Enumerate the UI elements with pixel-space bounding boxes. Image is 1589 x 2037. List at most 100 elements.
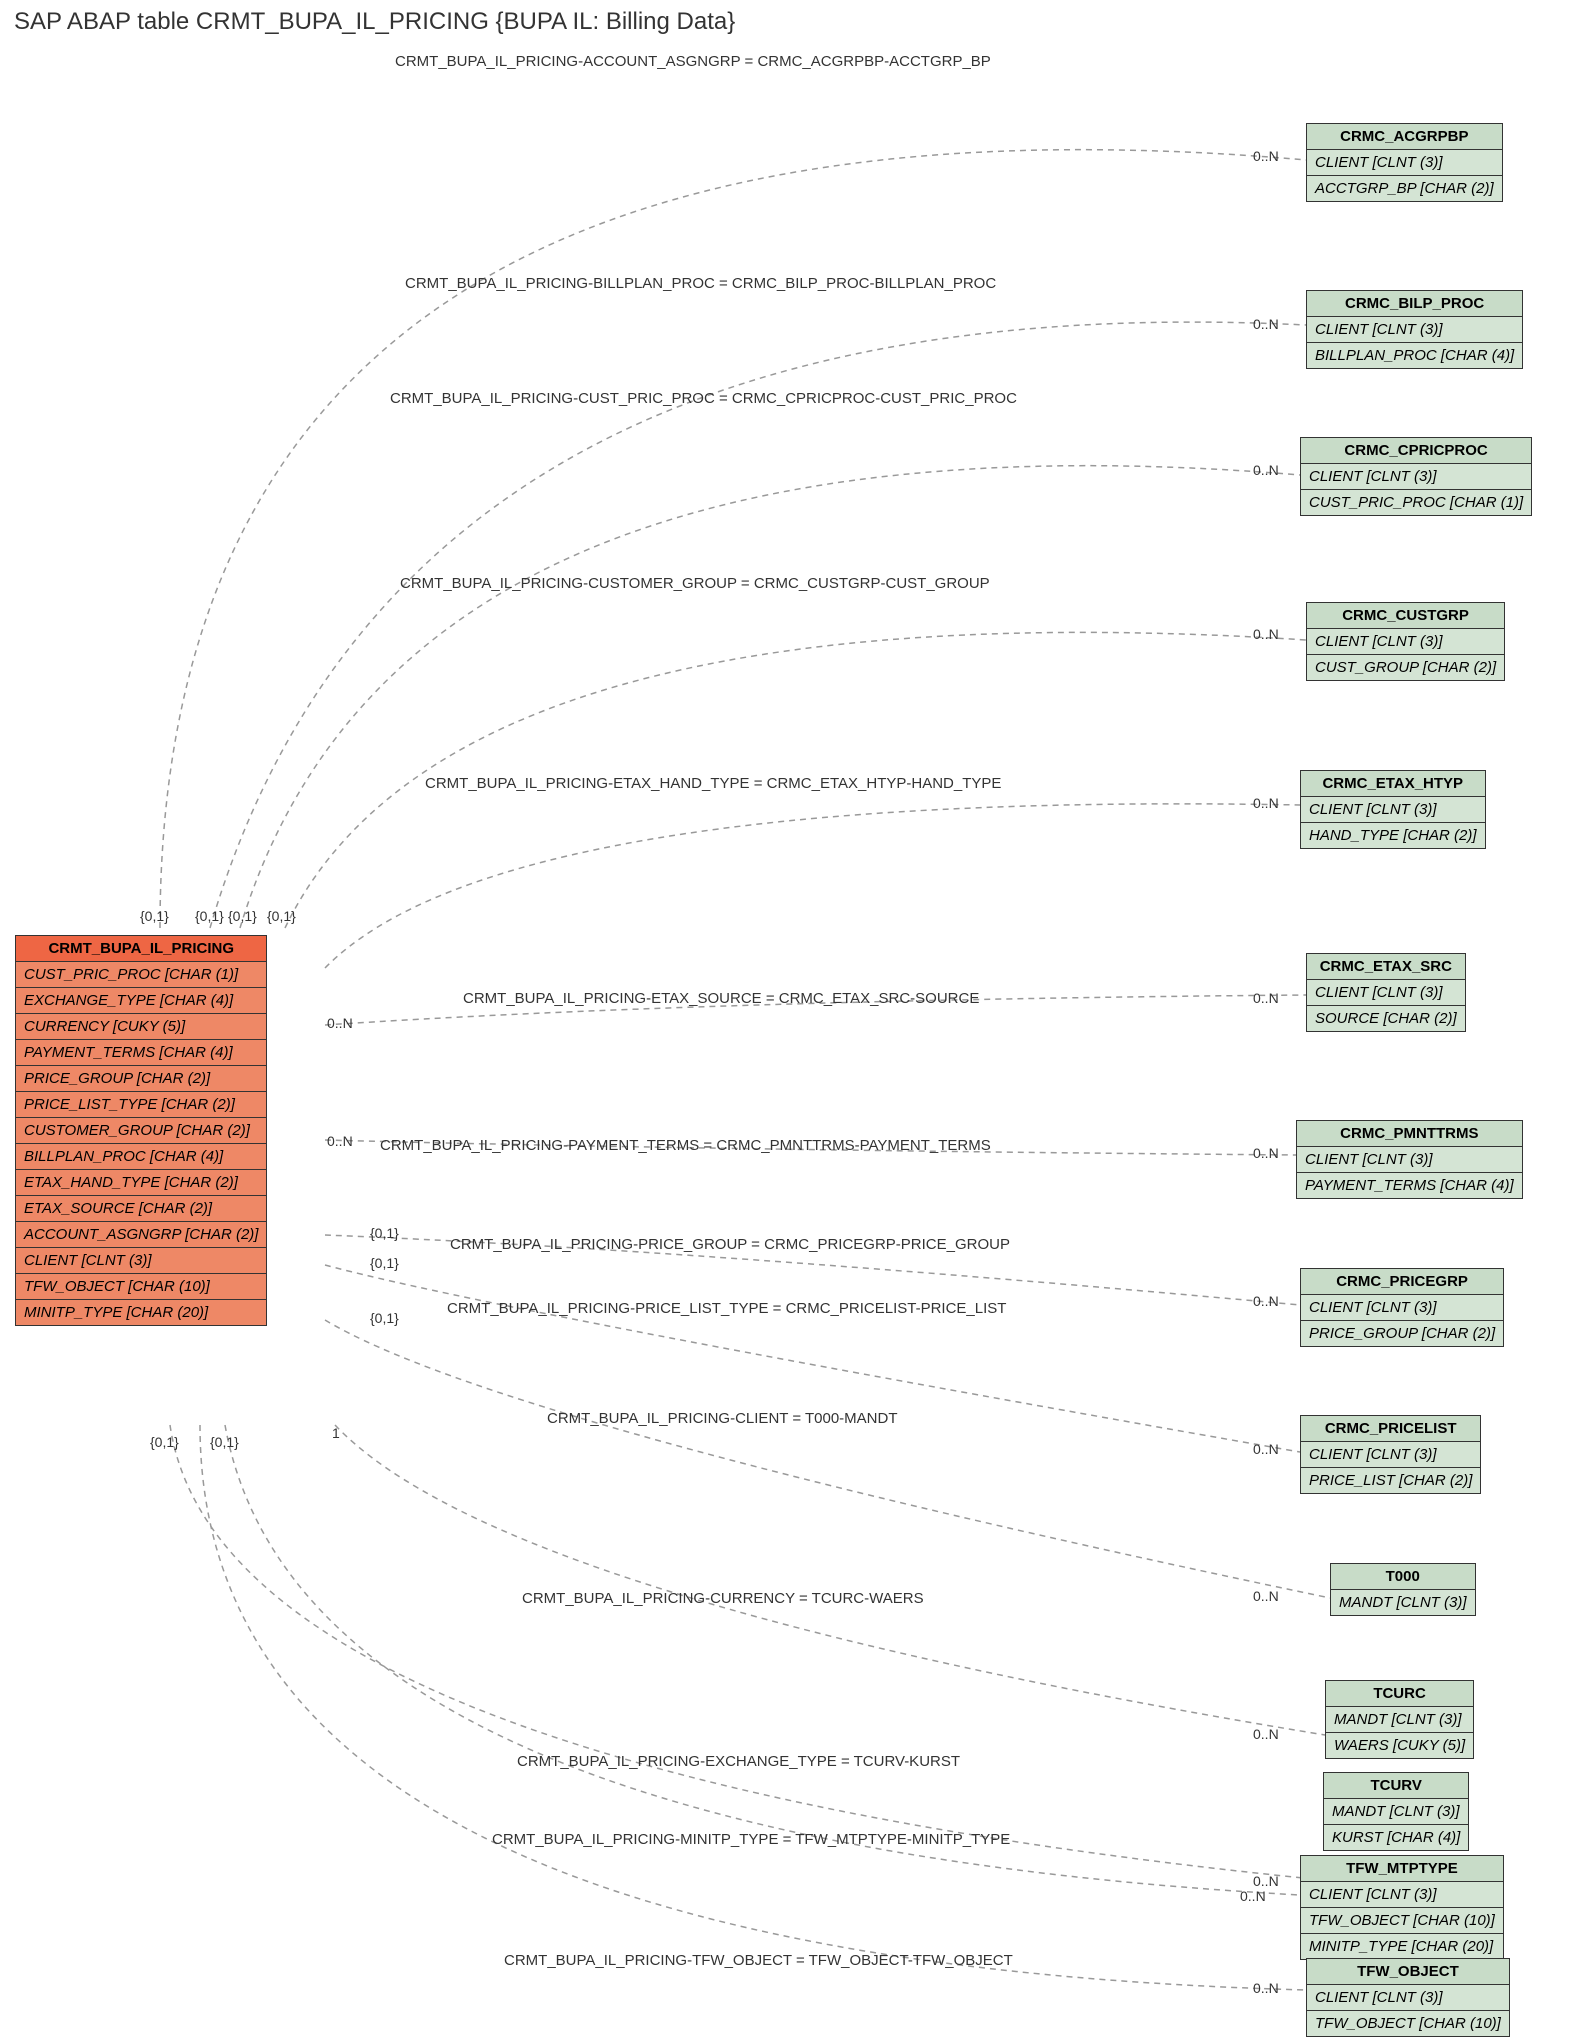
cardinality-left: {0,1}: [370, 1310, 399, 1326]
ref-entity-header: CRMC_BILP_PROC: [1307, 291, 1523, 317]
ref-entity-field: CLIENT [CLNT (3)]: [1307, 629, 1505, 655]
ref-entity-header: CRMC_PRICEGRP: [1301, 1269, 1504, 1295]
relationship-label: CRMT_BUPA_IL_PRICING-CURRENCY = TCURC-WA…: [522, 1590, 924, 1607]
ref-entity-table: CRMC_ACGRPBPCLIENT [CLNT (3)]ACCTGRP_BP …: [1306, 123, 1503, 202]
ref-entity-field: KURST [CHAR (4)]: [1324, 1825, 1469, 1851]
ref-entity-table: CRMC_ETAX_HTYPCLIENT [CLNT (3)]HAND_TYPE…: [1300, 770, 1486, 849]
cardinality-right: 0..N: [1253, 1726, 1279, 1742]
cardinality-right: 0..N: [1253, 1293, 1279, 1309]
cardinality-left: {0,1}: [210, 1434, 239, 1450]
ref-entity-field: CLIENT [CLNT (3)]: [1301, 797, 1486, 823]
ref-entity-field: CLIENT [CLNT (3)]: [1301, 1882, 1504, 1908]
ref-entity-table: TCURCMANDT [CLNT (3)]WAERS [CUKY (5)]: [1325, 1680, 1474, 1759]
ref-entity-field: CLIENT [CLNT (3)]: [1307, 150, 1503, 176]
cardinality-right: 0..N: [1253, 1873, 1279, 1889]
relationship-label: CRMT_BUPA_IL_PRICING-PRICE_LIST_TYPE = C…: [447, 1300, 1006, 1317]
ref-entity-header: CRMC_PMNTTRMS: [1297, 1121, 1523, 1147]
relationship-label: CRMT_BUPA_IL_PRICING-PAYMENT_TERMS = CRM…: [380, 1137, 991, 1154]
ref-entity-field: MANDT [CLNT (3)]: [1326, 1707, 1474, 1733]
ref-entity-table: CRMC_CPRICPROCCLIENT [CLNT (3)]CUST_PRIC…: [1300, 437, 1532, 516]
relationship-label: CRMT_BUPA_IL_PRICING-PRICE_GROUP = CRMC_…: [450, 1236, 1010, 1253]
cardinality-left: {0,1}: [267, 908, 296, 924]
main-entity-field: ETAX_SOURCE [CHAR (2)]: [16, 1196, 267, 1222]
main-entity-field: ACCOUNT_ASGNGRP [CHAR (2)]: [16, 1222, 267, 1248]
cardinality-right: 0..N: [1253, 1980, 1279, 1996]
ref-entity-field: CLIENT [CLNT (3)]: [1301, 1442, 1481, 1468]
cardinality-right: 0..N: [1253, 990, 1279, 1006]
cardinality-left: {0,1}: [195, 908, 224, 924]
main-entity-field: BILLPLAN_PROC [CHAR (4)]: [16, 1144, 267, 1170]
relationship-label: CRMT_BUPA_IL_PRICING-ETAX_HAND_TYPE = CR…: [425, 775, 1001, 792]
relationship-label: CRMT_BUPA_IL_PRICING-ACCOUNT_ASGNGRP = C…: [395, 53, 991, 70]
relationship-label: CRMT_BUPA_IL_PRICING-CUST_PRIC_PROC = CR…: [390, 390, 1017, 407]
relationship-label: CRMT_BUPA_IL_PRICING-EXCHANGE_TYPE = TCU…: [517, 1753, 960, 1770]
ref-entity-field: PRICE_GROUP [CHAR (2)]: [1301, 1321, 1504, 1347]
main-entity-field: CLIENT [CLNT (3)]: [16, 1248, 267, 1274]
ref-entity-field: CLIENT [CLNT (3)]: [1297, 1147, 1523, 1173]
main-entity-field: CUST_PRIC_PROC [CHAR (1)]: [16, 962, 267, 988]
ref-entity-field: HAND_TYPE [CHAR (2)]: [1301, 823, 1486, 849]
relationship-label: CRMT_BUPA_IL_PRICING-ETAX_SOURCE = CRMC_…: [463, 990, 979, 1007]
relationship-label: CRMT_BUPA_IL_PRICING-CLIENT = T000-MANDT: [547, 1410, 898, 1427]
ref-entity-field: MANDT [CLNT (3)]: [1331, 1590, 1476, 1616]
ref-entity-header: TFW_OBJECT: [1307, 1959, 1510, 1985]
ref-entity-field: WAERS [CUKY (5)]: [1326, 1733, 1474, 1759]
main-entity-field: MINITP_TYPE [CHAR (20)]: [16, 1300, 267, 1326]
ref-entity-table: TFW_MTPTYPECLIENT [CLNT (3)]TFW_OBJECT […: [1300, 1855, 1504, 1960]
main-entity-field: CUSTOMER_GROUP [CHAR (2)]: [16, 1118, 267, 1144]
ref-entity-header: CRMC_ETAX_SRC: [1307, 954, 1466, 980]
ref-entity-field: MINITP_TYPE [CHAR (20)]: [1301, 1934, 1504, 1960]
ref-entity-field: TFW_OBJECT [CHAR (10)]: [1301, 1908, 1504, 1934]
relationship-label: CRMT_BUPA_IL_PRICING-MINITP_TYPE = TFW_M…: [492, 1831, 1010, 1848]
main-entity-field: ETAX_HAND_TYPE [CHAR (2)]: [16, 1170, 267, 1196]
cardinality-right: 0..N: [1253, 148, 1279, 164]
ref-entity-table: CRMC_CUSTGRPCLIENT [CLNT (3)]CUST_GROUP …: [1306, 602, 1505, 681]
main-entity-table: CRMT_BUPA_IL_PRICINGCUST_PRIC_PROC [CHAR…: [15, 935, 267, 1326]
cardinality-left: 1: [332, 1425, 340, 1441]
cardinality-left: {0,1}: [370, 1225, 399, 1241]
ref-entity-field: MANDT [CLNT (3)]: [1324, 1799, 1469, 1825]
ref-entity-table: CRMC_ETAX_SRCCLIENT [CLNT (3)]SOURCE [CH…: [1306, 953, 1466, 1032]
relationship-label: CRMT_BUPA_IL_PRICING-TFW_OBJECT = TFW_OB…: [504, 1952, 1013, 1969]
cardinality-right: 0..N: [1253, 1588, 1279, 1604]
ref-entity-field: CLIENT [CLNT (3)]: [1307, 980, 1466, 1006]
main-entity-field: PAYMENT_TERMS [CHAR (4)]: [16, 1040, 267, 1066]
main-entity-field: TFW_OBJECT [CHAR (10)]: [16, 1274, 267, 1300]
ref-entity-table: T000MANDT [CLNT (3)]: [1330, 1563, 1476, 1616]
main-entity-field: PRICE_GROUP [CHAR (2)]: [16, 1066, 267, 1092]
ref-entity-table: CRMC_BILP_PROCCLIENT [CLNT (3)]BILLPLAN_…: [1306, 290, 1523, 369]
ref-entity-field: CUST_PRIC_PROC [CHAR (1)]: [1301, 490, 1532, 516]
ref-entity-table: CRMC_PRICEGRPCLIENT [CLNT (3)]PRICE_GROU…: [1300, 1268, 1504, 1347]
relationship-label: CRMT_BUPA_IL_PRICING-CUSTOMER_GROUP = CR…: [400, 575, 990, 592]
ref-entity-field: TFW_OBJECT [CHAR (10)]: [1307, 2011, 1510, 2037]
cardinality-right: 0..N: [1253, 1441, 1279, 1457]
main-entity-field: EXCHANGE_TYPE [CHAR (4)]: [16, 988, 267, 1014]
main-entity-header: CRMT_BUPA_IL_PRICING: [16, 936, 267, 962]
diagram-title: SAP ABAP table CRMT_BUPA_IL_PRICING {BUP…: [14, 8, 735, 36]
main-entity-field: PRICE_LIST_TYPE [CHAR (2)]: [16, 1092, 267, 1118]
ref-entity-field: CLIENT [CLNT (3)]: [1307, 1985, 1510, 2011]
ref-entity-table: CRMC_PRICELISTCLIENT [CLNT (3)]PRICE_LIS…: [1300, 1415, 1481, 1494]
cardinality-right: 0..N: [1253, 626, 1279, 642]
ref-entity-table: TFW_OBJECTCLIENT [CLNT (3)]TFW_OBJECT [C…: [1306, 1958, 1510, 2037]
ref-entity-header: CRMC_PRICELIST: [1301, 1416, 1481, 1442]
cardinality-left: 0..N: [327, 1133, 353, 1149]
ref-entity-header: CRMC_ETAX_HTYP: [1301, 771, 1486, 797]
ref-entity-header: TCURC: [1326, 1681, 1474, 1707]
ref-entity-field: SOURCE [CHAR (2)]: [1307, 1006, 1466, 1032]
ref-entity-field: CLIENT [CLNT (3)]: [1301, 464, 1532, 490]
cardinality-left: {0,1}: [150, 1434, 179, 1450]
cardinality-right: 0..N: [1253, 795, 1279, 811]
cardinality-right: 0..N: [1253, 1145, 1279, 1161]
ref-entity-field: BILLPLAN_PROC [CHAR (4)]: [1307, 343, 1523, 369]
cardinality-right: 0..N: [1253, 316, 1279, 332]
ref-entity-table: CRMC_PMNTTRMSCLIENT [CLNT (3)]PAYMENT_TE…: [1296, 1120, 1523, 1199]
ref-entity-header: TCURV: [1324, 1773, 1469, 1799]
cardinality-right: 0..N: [1240, 1888, 1266, 1904]
ref-entity-field: CLIENT [CLNT (3)]: [1301, 1295, 1504, 1321]
relationship-label: CRMT_BUPA_IL_PRICING-BILLPLAN_PROC = CRM…: [405, 275, 996, 292]
ref-entity-header: CRMC_CPRICPROC: [1301, 438, 1532, 464]
ref-entity-field: ACCTGRP_BP [CHAR (2)]: [1307, 176, 1503, 202]
ref-entity-field: CLIENT [CLNT (3)]: [1307, 317, 1523, 343]
ref-entity-header: T000: [1331, 1564, 1476, 1590]
